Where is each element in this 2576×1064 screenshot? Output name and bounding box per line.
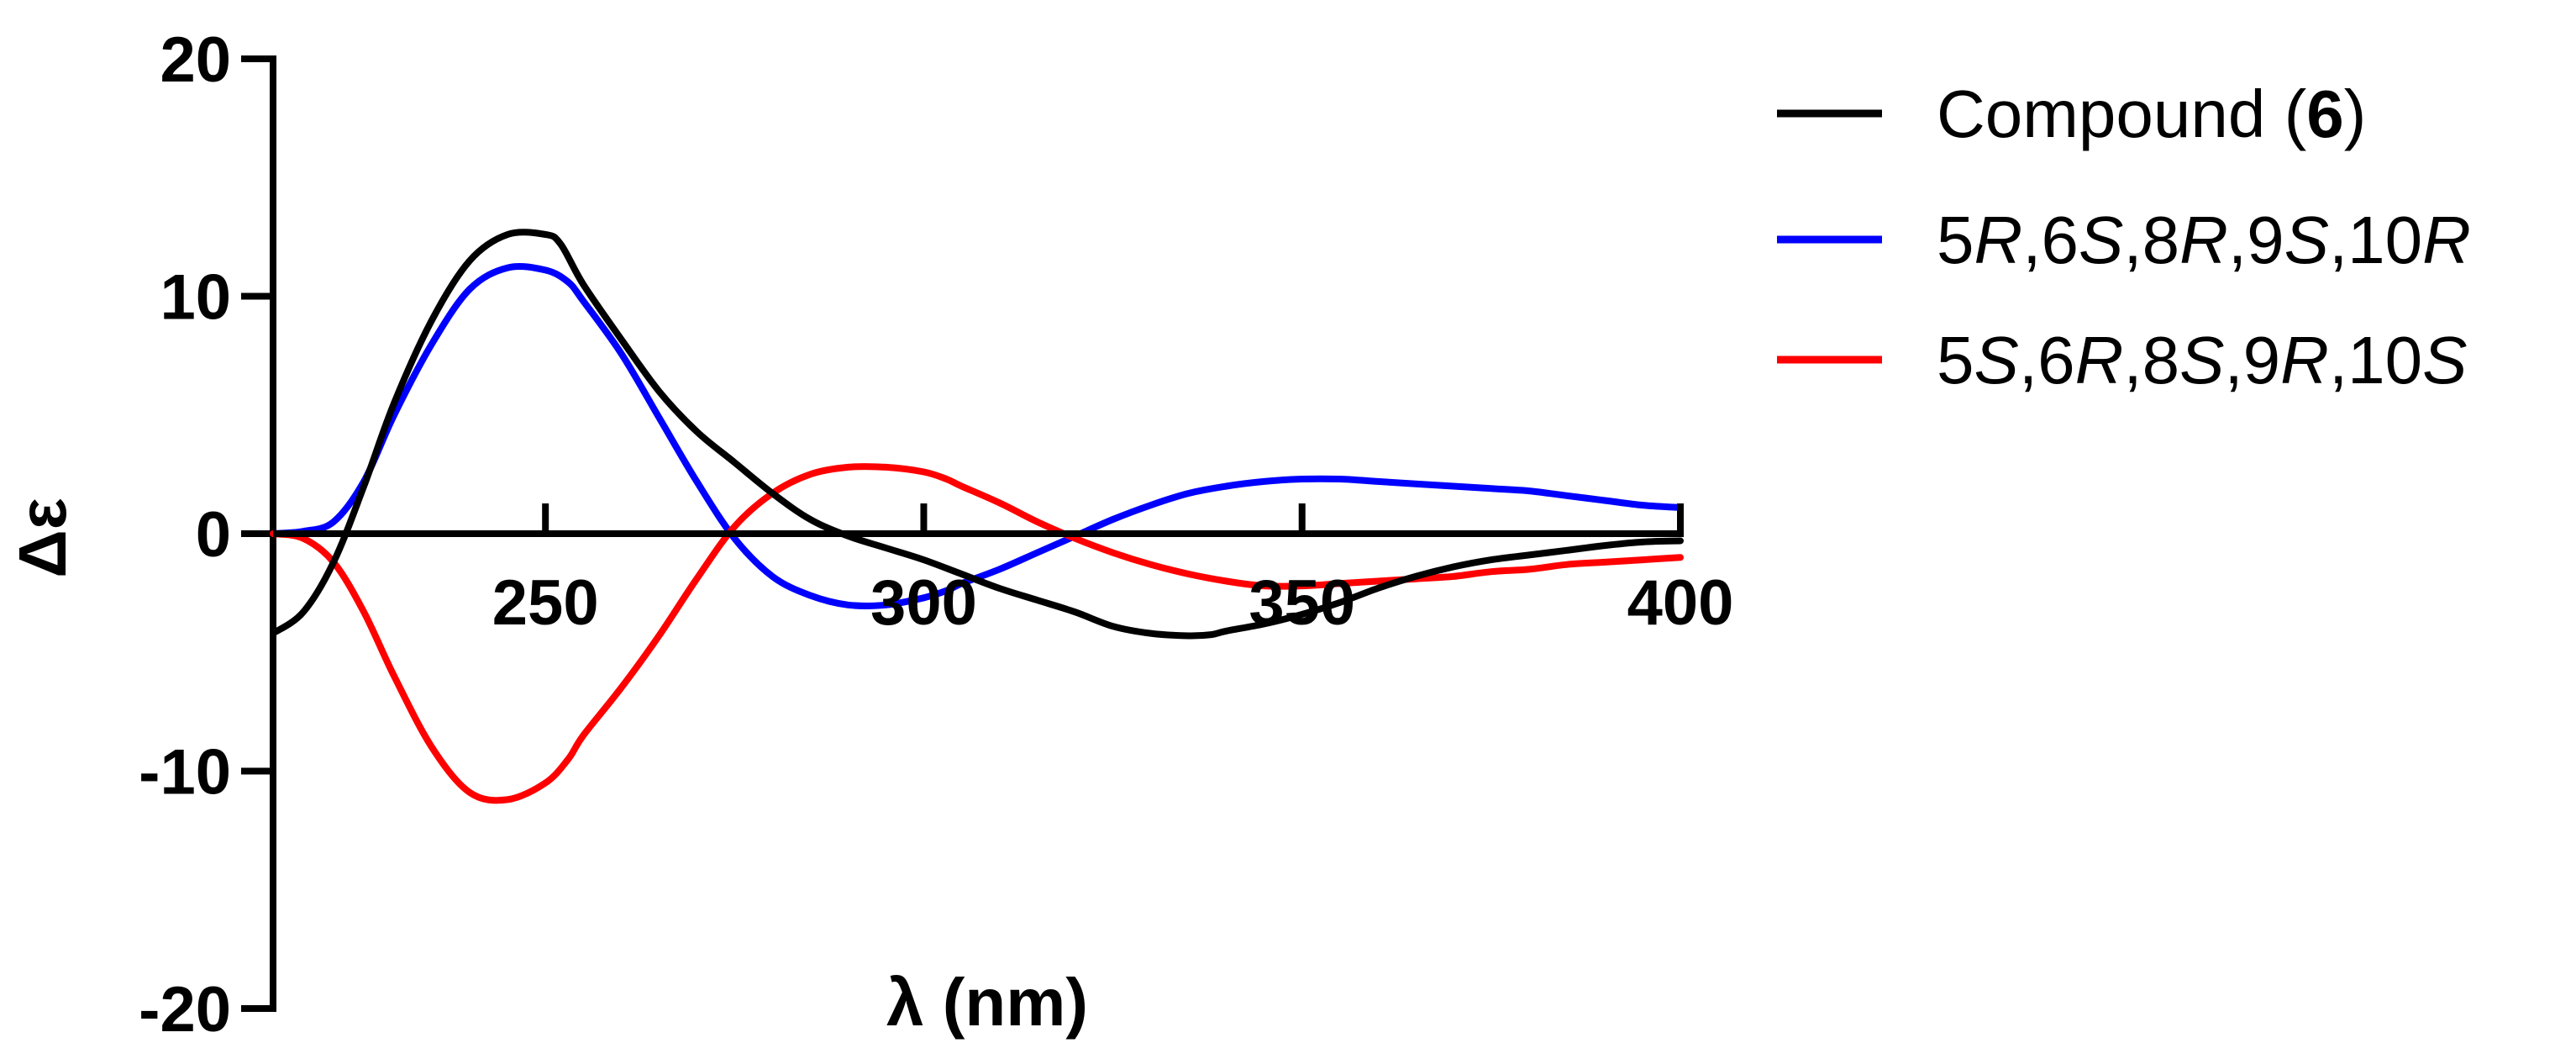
zero-line-layer: [273, 503, 1684, 537]
y-tick-label: -20: [139, 974, 231, 1046]
x-tick-label: 350: [1249, 567, 1355, 639]
tick-labels: -20 -10 0 10 20 250 300 350 400: [139, 24, 1733, 1046]
axes: [241, 55, 276, 1012]
legend-label: 5R,6S,8R,9S,10R: [1937, 203, 2471, 277]
x-tick-label: 400: [1627, 567, 1734, 639]
series-layer: [270, 229, 1684, 804]
x-tick-label: 250: [492, 567, 599, 639]
legend-label: Compound (6): [1937, 76, 2366, 151]
legend: Compound (6) 5R,6S,8R,9S,10R 5S,6R,8S,9R,1…: [1777, 76, 2471, 398]
y-axis-title: Δε: [5, 498, 80, 577]
x-axis-title: λ (nm): [886, 965, 1088, 1040]
series-line-1: [270, 263, 1684, 609]
y-tick-label: 10: [160, 262, 231, 334]
y-tick-label: -10: [139, 737, 231, 809]
x-tick-label: 300: [870, 567, 977, 639]
y-tick-label: 20: [160, 24, 231, 96]
legend-label: 5S,6R,8S,9R,10S: [1937, 323, 2468, 398]
series-line-0: [270, 229, 1684, 640]
y-tick-label: 0: [196, 499, 231, 571]
